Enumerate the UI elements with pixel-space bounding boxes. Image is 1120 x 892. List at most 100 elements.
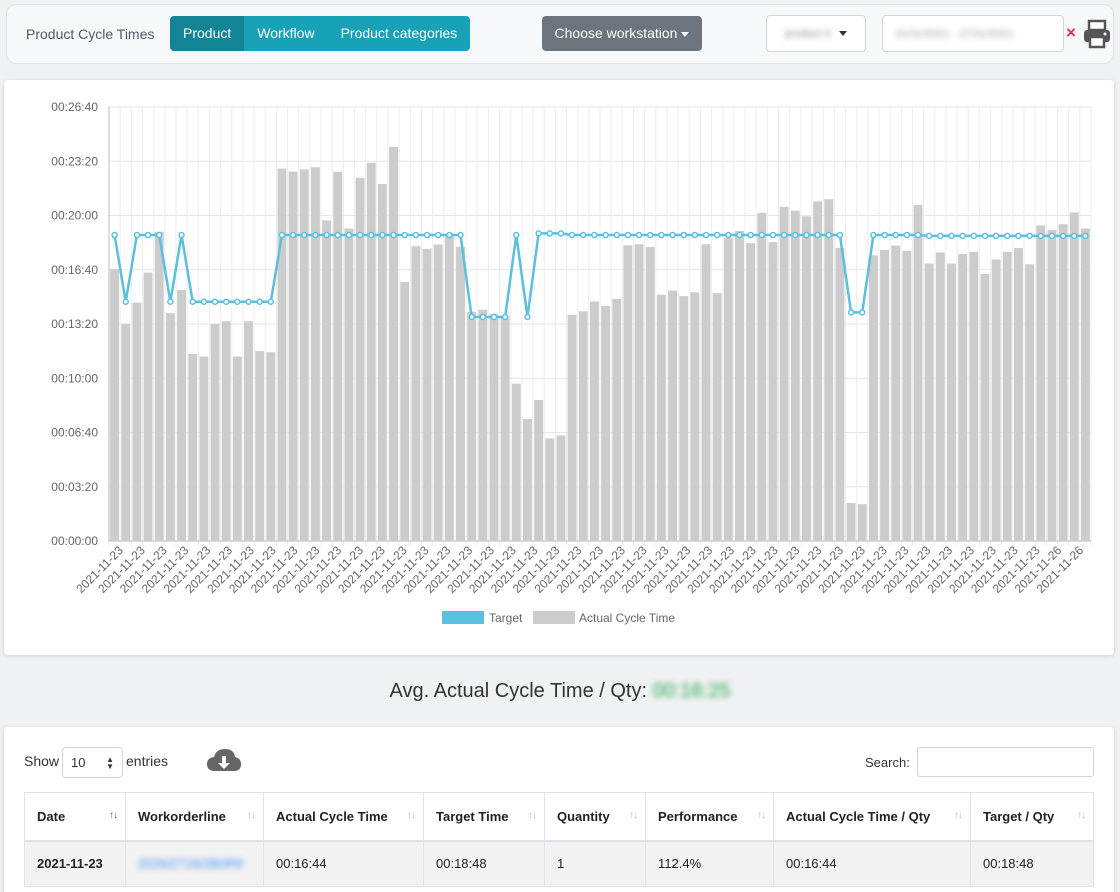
col-actual-cycle-time-per-qty[interactable]: Actual Cycle Time / Qty ↑↓ bbox=[773, 792, 971, 842]
bar-actual-cycle-time bbox=[612, 298, 622, 541]
target-point bbox=[167, 298, 174, 306]
col-target-per-qty[interactable]: Target / Qty ↑↓ bbox=[970, 792, 1094, 842]
cell-performance: 112.4% bbox=[645, 840, 774, 887]
target-point bbox=[769, 231, 777, 239]
target-point bbox=[367, 231, 375, 239]
bar-actual-cycle-time bbox=[545, 438, 555, 541]
target-point bbox=[658, 231, 665, 239]
bar-actual-cycle-time bbox=[947, 263, 956, 541]
target-point bbox=[870, 231, 877, 239]
bar-actual-cycle-time bbox=[422, 248, 432, 541]
search-input[interactable] bbox=[917, 747, 1094, 777]
col-date-label: Date bbox=[37, 808, 66, 824]
bar-actual-cycle-time bbox=[857, 504, 867, 541]
bar-actual-cycle-time bbox=[232, 356, 242, 541]
bar-actual-cycle-time bbox=[511, 383, 521, 541]
target-point bbox=[1026, 232, 1033, 240]
bar-actual-cycle-time bbox=[322, 220, 332, 541]
col-date[interactable]: Date ↑↓ bbox=[24, 792, 126, 842]
print-icon[interactable] bbox=[1082, 19, 1112, 49]
target-point bbox=[446, 231, 453, 239]
page-length-select[interactable]: 10 ▲ ▼ bbox=[62, 747, 123, 778]
legend-swatch-actual[interactable] bbox=[533, 611, 575, 624]
bar-actual-cycle-time bbox=[556, 435, 566, 541]
target-point bbox=[434, 231, 442, 239]
bar-actual-cycle-time bbox=[389, 146, 399, 541]
target-point bbox=[914, 231, 922, 239]
target-point bbox=[211, 298, 219, 306]
workorderline-link[interactable]: 2026/2716/2B0R9 bbox=[138, 856, 243, 872]
bar-actual-cycle-time bbox=[132, 302, 142, 541]
legend-label-actual[interactable]: Actual Cycle Time bbox=[579, 611, 675, 625]
cell-target-per-qty: 00:18:48 bbox=[970, 840, 1094, 887]
target-point bbox=[267, 298, 275, 306]
product-select[interactable]: product 4 bbox=[766, 15, 866, 52]
col-quantity[interactable]: Quantity ↑↓ bbox=[544, 792, 646, 842]
bar-actual-cycle-time bbox=[913, 204, 923, 541]
date-range-value: 21/11/2021 - 27/11/2021 bbox=[895, 27, 1014, 40]
target-point bbox=[814, 231, 821, 239]
bar-actual-cycle-time bbox=[801, 216, 811, 541]
bar-actual-cycle-time bbox=[1025, 264, 1035, 541]
target-point bbox=[713, 231, 721, 239]
target-point bbox=[1082, 232, 1089, 240]
legend-label-target[interactable]: Target bbox=[489, 611, 523, 625]
sort-icon: ↑↓ bbox=[109, 810, 118, 821]
bar-actual-cycle-time bbox=[478, 309, 488, 541]
tab-product[interactable]: Product bbox=[170, 16, 245, 51]
target-point bbox=[1059, 232, 1067, 240]
bar-actual-cycle-time bbox=[645, 246, 655, 541]
target-point bbox=[155, 231, 163, 239]
col-target-time[interactable]: Target Time ↑↓ bbox=[423, 792, 545, 842]
target-point bbox=[356, 231, 364, 239]
tab-workflow[interactable]: Workflow bbox=[244, 16, 328, 51]
bar-actual-cycle-time bbox=[1058, 224, 1068, 541]
show-label: Show bbox=[24, 753, 60, 769]
bar-actual-cycle-time bbox=[958, 254, 968, 541]
col-workorderline[interactable]: Workorderline ↑↓ bbox=[125, 792, 264, 842]
average-value: 00:16:25 bbox=[652, 680, 731, 702]
y-tick-label: 00:13:20 bbox=[51, 317, 98, 331]
target-point bbox=[1048, 232, 1056, 240]
tab-product-categories[interactable]: Product categories bbox=[327, 16, 471, 51]
bar-actual-cycle-time bbox=[288, 171, 298, 541]
target-point bbox=[747, 231, 754, 239]
y-tick-label: 00:10:00 bbox=[51, 371, 98, 385]
target-point bbox=[624, 231, 632, 239]
date-range-input[interactable]: 21/11/2021 - 27/11/2021 bbox=[882, 15, 1064, 52]
cloud-download-icon[interactable] bbox=[206, 747, 242, 775]
bar-actual-cycle-time bbox=[177, 290, 186, 541]
clear-date-icon[interactable]: × bbox=[1066, 23, 1076, 42]
target-point bbox=[646, 231, 654, 239]
target-point bbox=[390, 231, 397, 239]
target-point bbox=[490, 313, 498, 321]
bar-actual-cycle-time bbox=[165, 313, 175, 541]
target-point bbox=[825, 231, 833, 239]
bar-actual-cycle-time bbox=[523, 418, 532, 541]
choose-workstation-dropdown[interactable]: Choose workstation bbox=[542, 16, 702, 51]
target-point bbox=[144, 231, 152, 239]
bar-actual-cycle-time bbox=[601, 305, 611, 541]
target-point bbox=[133, 231, 141, 239]
bar-actual-cycle-time bbox=[634, 244, 644, 541]
col-actual-cycle-time-label: Actual Cycle Time bbox=[276, 808, 388, 824]
bar-actual-cycle-time bbox=[1080, 228, 1090, 541]
bar-actual-cycle-time bbox=[969, 251, 979, 541]
bar-actual-cycle-time bbox=[757, 212, 767, 541]
bar-actual-cycle-time bbox=[489, 314, 499, 541]
target-point bbox=[881, 231, 888, 239]
col-performance[interactable]: Performance ↑↓ bbox=[645, 792, 774, 842]
target-point bbox=[401, 231, 408, 239]
bar-actual-cycle-time bbox=[221, 321, 231, 541]
col-actual-cycle-time[interactable]: Actual Cycle Time ↑↓ bbox=[263, 792, 424, 842]
bar-actual-cycle-time bbox=[902, 250, 912, 541]
target-point bbox=[245, 298, 252, 306]
col-quantity-label: Quantity bbox=[557, 808, 610, 824]
bar-actual-cycle-time bbox=[456, 246, 465, 541]
legend-swatch-target[interactable] bbox=[442, 611, 484, 624]
target-point bbox=[959, 232, 966, 240]
bar-actual-cycle-time bbox=[668, 290, 677, 541]
target-point bbox=[1004, 232, 1011, 240]
target-point bbox=[736, 231, 743, 239]
target-point bbox=[758, 231, 766, 239]
